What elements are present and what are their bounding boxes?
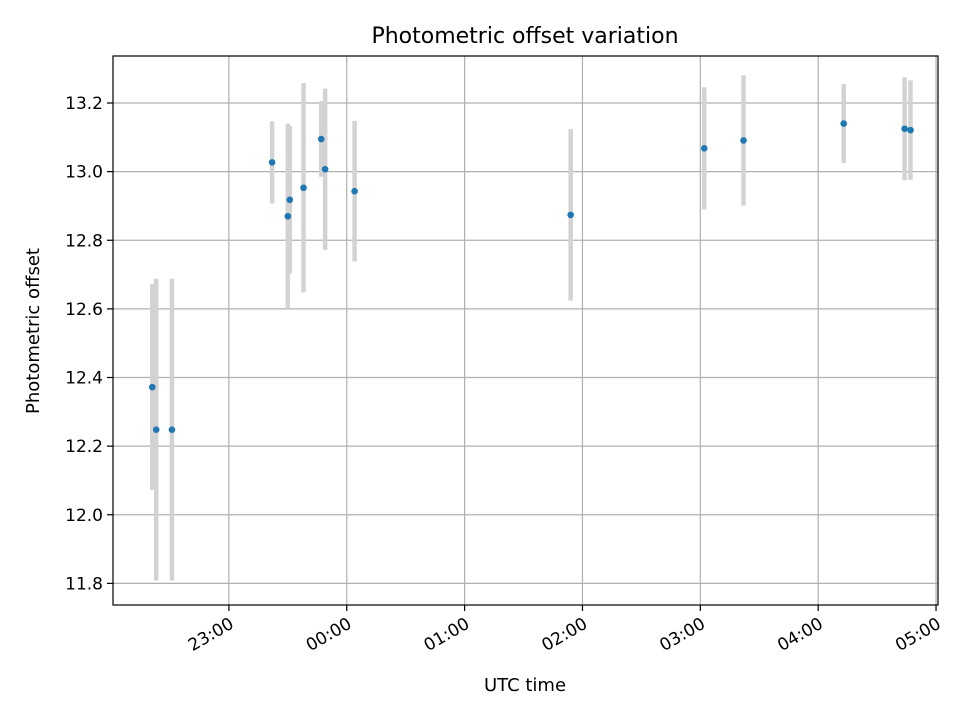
y-tick-label: 11.8: [65, 574, 103, 594]
data-point: [152, 426, 160, 433]
data-point: [317, 135, 325, 143]
chart-title: Photometric offset variation: [371, 24, 678, 49]
data-point: [284, 212, 292, 220]
y-tick-label: 12.0: [65, 506, 103, 526]
data-point: [286, 196, 294, 204]
x-tick-label: 04:00: [774, 614, 826, 656]
data-point: [567, 211, 574, 219]
y-axis-label: Photometric offset: [23, 248, 44, 414]
data-points: [148, 120, 914, 433]
data-point: [300, 184, 307, 192]
data-point: [351, 187, 358, 195]
y-ticks: 11.8 12.0 12.2 12.4 12.6 12.8 13.0 13.2: [65, 94, 113, 594]
x-tick-label: 02:00: [539, 614, 591, 656]
y-tick-label: 12.8: [65, 231, 103, 251]
data-point: [148, 383, 156, 391]
x-axis-label: UTC time: [484, 675, 566, 696]
x-tick-label: 00:00: [303, 614, 355, 656]
y-tick-label: 12.2: [65, 437, 103, 457]
x-ticks: 23:00 00:00 01:00 02:00 03:00 04:00 05:00: [185, 605, 945, 656]
y-tick-label: 13.0: [65, 163, 103, 183]
y-tick-label: 12.6: [65, 300, 103, 320]
x-tick-label: 01:00: [421, 614, 473, 656]
grid: [113, 56, 938, 605]
error-bars: [150, 75, 913, 581]
data-point: [907, 126, 914, 134]
data-point: [740, 137, 747, 144]
x-tick-label: 03:00: [656, 614, 708, 656]
data-point: [168, 426, 176, 433]
data-point: [901, 125, 908, 133]
plot-area-frame: [112, 55, 939, 606]
data-point: [321, 165, 329, 173]
y-tick-label: 13.2: [65, 94, 103, 114]
data-point: [268, 159, 276, 166]
data-point: [840, 120, 848, 127]
x-tick-label: 05:00: [892, 614, 944, 656]
data-point: [700, 145, 708, 152]
x-tick-label: 23:00: [185, 614, 237, 656]
y-tick-label: 12.4: [65, 369, 103, 389]
